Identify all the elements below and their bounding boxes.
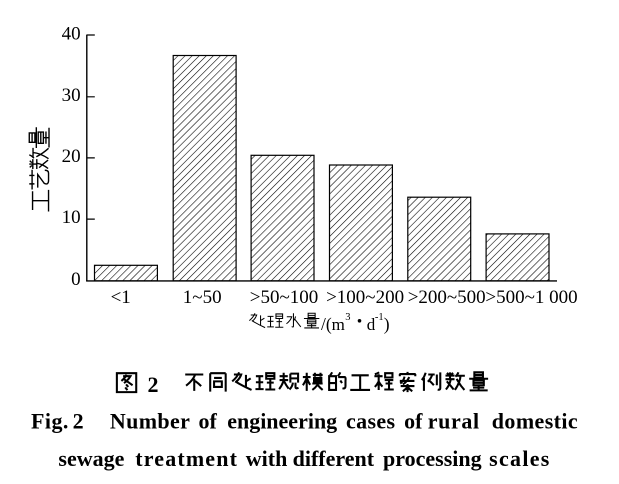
svg-text:10: 10 bbox=[62, 207, 81, 228]
svg-text:sewage: sewage bbox=[58, 446, 124, 471]
svg-text:d: d bbox=[367, 315, 376, 334]
svg-text:>50~100: >50~100 bbox=[250, 287, 319, 308]
svg-text:<1: <1 bbox=[111, 287, 131, 308]
svg-text:>500~1 000: >500~1 000 bbox=[485, 287, 577, 308]
svg-text:different: different bbox=[293, 446, 375, 471]
svg-text:2: 2 bbox=[148, 372, 159, 397]
svg-text:domestic: domestic bbox=[492, 408, 578, 433]
svg-text:processing: processing bbox=[383, 446, 482, 471]
svg-text:2: 2 bbox=[73, 408, 84, 433]
svg-text:30: 30 bbox=[62, 85, 81, 106]
svg-text:rural: rural bbox=[428, 408, 480, 433]
svg-text:engineering: engineering bbox=[227, 408, 337, 433]
svg-text:m: m bbox=[332, 315, 345, 334]
svg-text:40: 40 bbox=[62, 23, 81, 44]
svg-text:of: of bbox=[199, 408, 218, 433]
svg-text:treatment: treatment bbox=[135, 446, 238, 471]
svg-text:Number: Number bbox=[110, 408, 190, 433]
svg-text:of: of bbox=[404, 408, 423, 433]
svg-text:/(: /( bbox=[321, 314, 332, 334]
svg-text:>100~200: >100~200 bbox=[326, 287, 404, 308]
svg-text:20: 20 bbox=[62, 146, 81, 167]
svg-text:-1: -1 bbox=[375, 312, 384, 323]
svg-text:cases: cases bbox=[346, 408, 395, 433]
svg-text:with: with bbox=[246, 446, 288, 471]
svg-text:>200~500: >200~500 bbox=[408, 287, 486, 308]
svg-text:Fig.: Fig. bbox=[31, 408, 69, 433]
svg-text:1~50: 1~50 bbox=[183, 287, 222, 308]
svg-text:0: 0 bbox=[71, 269, 81, 290]
svg-text:scales: scales bbox=[489, 446, 551, 471]
svg-text:3: 3 bbox=[345, 312, 350, 323]
svg-text:): ) bbox=[384, 314, 390, 334]
